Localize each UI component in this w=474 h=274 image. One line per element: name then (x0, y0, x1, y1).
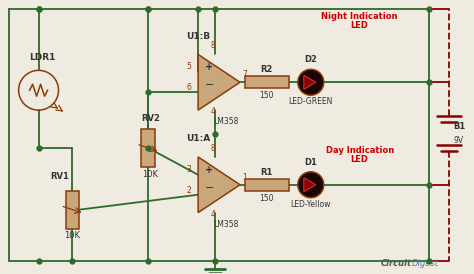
Text: U1:A: U1:A (186, 134, 210, 143)
Text: 3: 3 (186, 165, 191, 174)
Text: LM358: LM358 (213, 117, 238, 126)
Circle shape (298, 69, 324, 95)
Text: LED-GREEN: LED-GREEN (289, 97, 333, 106)
Text: 9V: 9V (453, 136, 464, 145)
Text: LM358: LM358 (213, 219, 238, 229)
Circle shape (298, 172, 324, 198)
Text: RV2: RV2 (141, 114, 160, 123)
Text: +: + (205, 62, 213, 72)
Text: LED-Yellow: LED-Yellow (291, 200, 331, 209)
Text: D2: D2 (304, 55, 317, 64)
Text: 150: 150 (260, 91, 274, 100)
Text: 5: 5 (186, 62, 191, 71)
FancyBboxPatch shape (65, 191, 80, 229)
Text: Night Indication: Night Indication (321, 12, 398, 21)
Text: LED: LED (351, 155, 369, 164)
Text: 1: 1 (242, 173, 247, 182)
Text: LED: LED (351, 21, 369, 30)
Text: Circuit: Circuit (381, 259, 411, 268)
FancyBboxPatch shape (141, 129, 155, 167)
Text: 8: 8 (210, 41, 215, 50)
Polygon shape (198, 157, 240, 213)
Text: 4: 4 (210, 107, 215, 116)
Text: 8: 8 (210, 144, 215, 153)
Text: +: + (205, 165, 213, 175)
Text: U1:B: U1:B (186, 32, 210, 41)
Text: 150: 150 (260, 194, 274, 203)
Text: −: − (205, 80, 214, 90)
Text: R2: R2 (261, 65, 273, 74)
Text: 10K: 10K (142, 170, 158, 179)
FancyBboxPatch shape (245, 76, 289, 88)
FancyBboxPatch shape (245, 179, 289, 191)
Text: LDR1: LDR1 (29, 53, 56, 62)
Polygon shape (304, 178, 316, 192)
Text: 7: 7 (242, 70, 247, 79)
Text: R1: R1 (261, 168, 273, 177)
Text: B1: B1 (453, 122, 465, 130)
Text: 4: 4 (210, 210, 215, 219)
Text: Digest: Digest (411, 259, 438, 268)
Text: 6: 6 (186, 83, 191, 92)
Text: D1: D1 (304, 158, 317, 167)
Text: 10K: 10K (64, 232, 81, 241)
Text: RV1: RV1 (51, 172, 69, 181)
Text: 2: 2 (186, 186, 191, 195)
Polygon shape (198, 55, 240, 110)
Text: Day Indication: Day Indication (326, 146, 394, 155)
Text: −: − (205, 183, 214, 193)
Polygon shape (304, 75, 316, 89)
